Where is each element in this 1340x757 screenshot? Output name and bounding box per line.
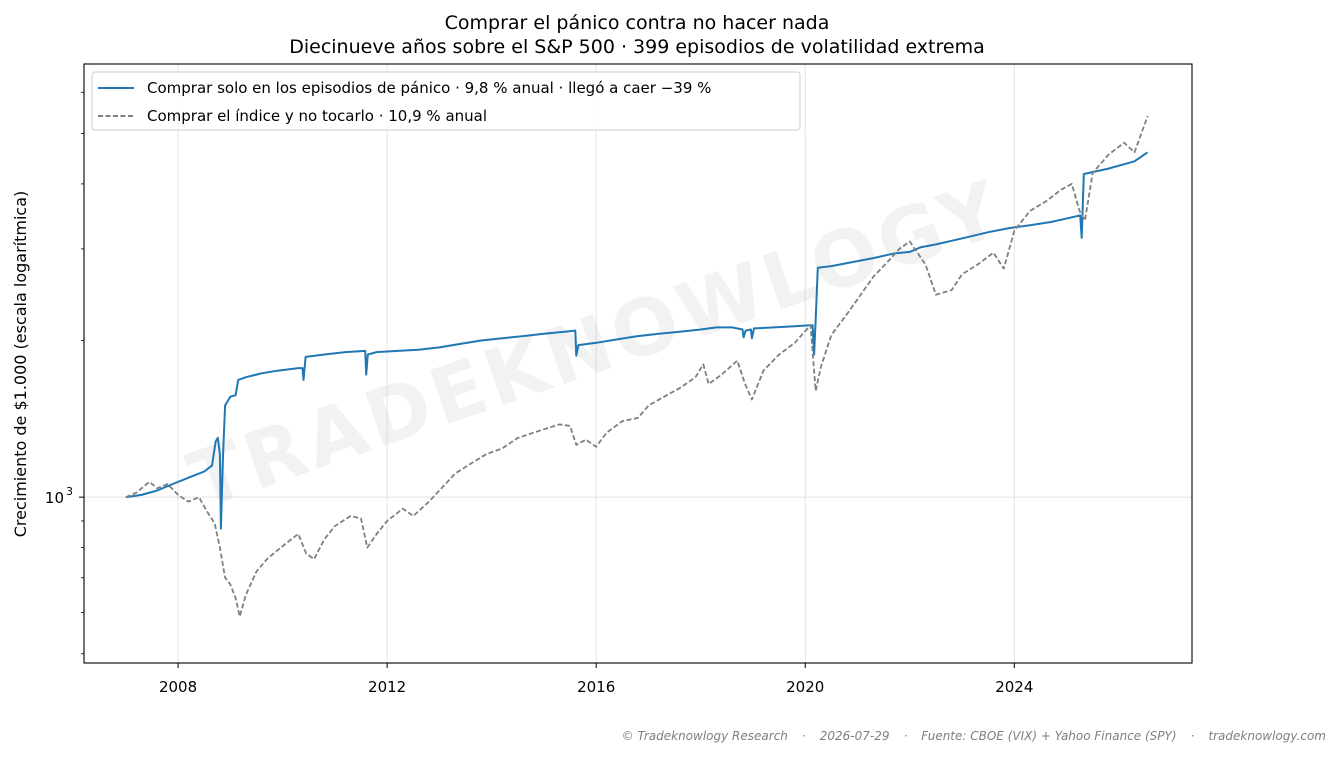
y-tick-label-exp: 3 [66,485,73,498]
footer: © Tradeknowlogy Research · 2026-07-29 · Fuen… [621,729,1326,743]
x-tick-label-2024: 2024 [995,678,1033,696]
legend-box [91,71,801,131]
x-tick-label-2012: 2012 [368,678,406,696]
chart-title: Comprar el pánico contra no hacer nada [445,12,830,34]
legend-label-buy-hold: Comprar el índice y no tocarlo · 10,9 % … [147,107,487,125]
footer-copyright: © Tradeknowlogy Research [621,729,788,743]
x-tick-label-2008: 2008 [159,678,197,696]
series-line-panic [125,151,1149,530]
footer-date: 2026-07-29 [819,729,890,743]
footer-source: Fuente: CBOE (VIX) + Yahoo Finance (SPY) [921,729,1177,743]
chart-subtitle: Diecinueve años sobre el S&P 500 · 399 e… [289,36,985,58]
series-line-buy-hold [125,115,1149,618]
y-tick-label-base: 10 [45,489,64,507]
x-tick-label-2020: 2020 [786,678,824,696]
y-axis-label: Crecimiento de $1.000 (escala logarítmic… [11,191,30,538]
legend-label-panic: Comprar solo en los episodios de pánico … [147,79,711,97]
x-tick-label-2016: 2016 [577,678,615,696]
footer-site: tradeknowlogy.com [1208,729,1326,743]
plot-frame [83,63,1193,664]
